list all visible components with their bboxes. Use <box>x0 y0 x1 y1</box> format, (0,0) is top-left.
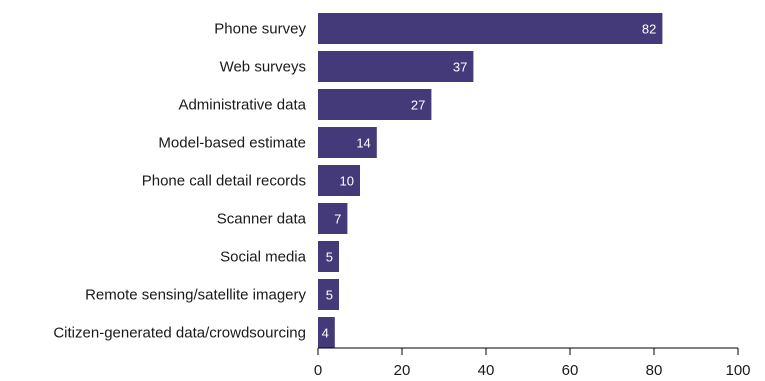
x-tick-label: 40 <box>478 362 495 379</box>
x-tick-label: 0 <box>314 362 322 379</box>
data-label: 5 <box>326 288 333 303</box>
data-label: 27 <box>411 98 425 113</box>
category-label: Social media <box>220 249 307 266</box>
category-label: Administrative data <box>178 97 306 114</box>
bar <box>318 127 377 158</box>
bars-group <box>318 13 663 348</box>
bar <box>318 51 474 82</box>
category-label: Phone call detail records <box>142 173 306 190</box>
bar <box>318 89 432 120</box>
category-label: Model-based estimate <box>158 135 306 152</box>
category-label: Citizen-generated data/crowdsourcing <box>53 325 306 342</box>
category-label: Phone survey <box>214 21 306 38</box>
x-tick-label: 100 <box>725 362 750 379</box>
bar <box>318 279 339 310</box>
data-label: 82 <box>642 22 656 37</box>
category-label: Scanner data <box>217 211 307 228</box>
bar <box>318 241 339 272</box>
data-label: 7 <box>334 212 341 227</box>
data-label: 5 <box>326 250 333 265</box>
bar <box>318 203 348 234</box>
category-labels: Phone survey Web surveys Administrative da… <box>53 21 306 342</box>
bar <box>318 165 360 196</box>
x-tick-label: 20 <box>394 362 411 379</box>
x-tick-label: 60 <box>562 362 579 379</box>
bar <box>318 317 335 348</box>
data-label: 14 <box>356 136 370 151</box>
value-labels: 82 37 27 14 10 7 5 5 4 <box>322 22 657 341</box>
data-label: 10 <box>340 174 354 189</box>
data-label: 37 <box>453 60 467 75</box>
bar <box>318 13 663 44</box>
category-label: Web surveys <box>220 59 306 76</box>
data-label: 4 <box>322 326 329 341</box>
category-label: Remote sensing/satellite imagery <box>85 287 306 304</box>
x-tick-label: 80 <box>646 362 663 379</box>
x-axis-ticks: 0 20 40 60 80 100 <box>314 348 751 379</box>
